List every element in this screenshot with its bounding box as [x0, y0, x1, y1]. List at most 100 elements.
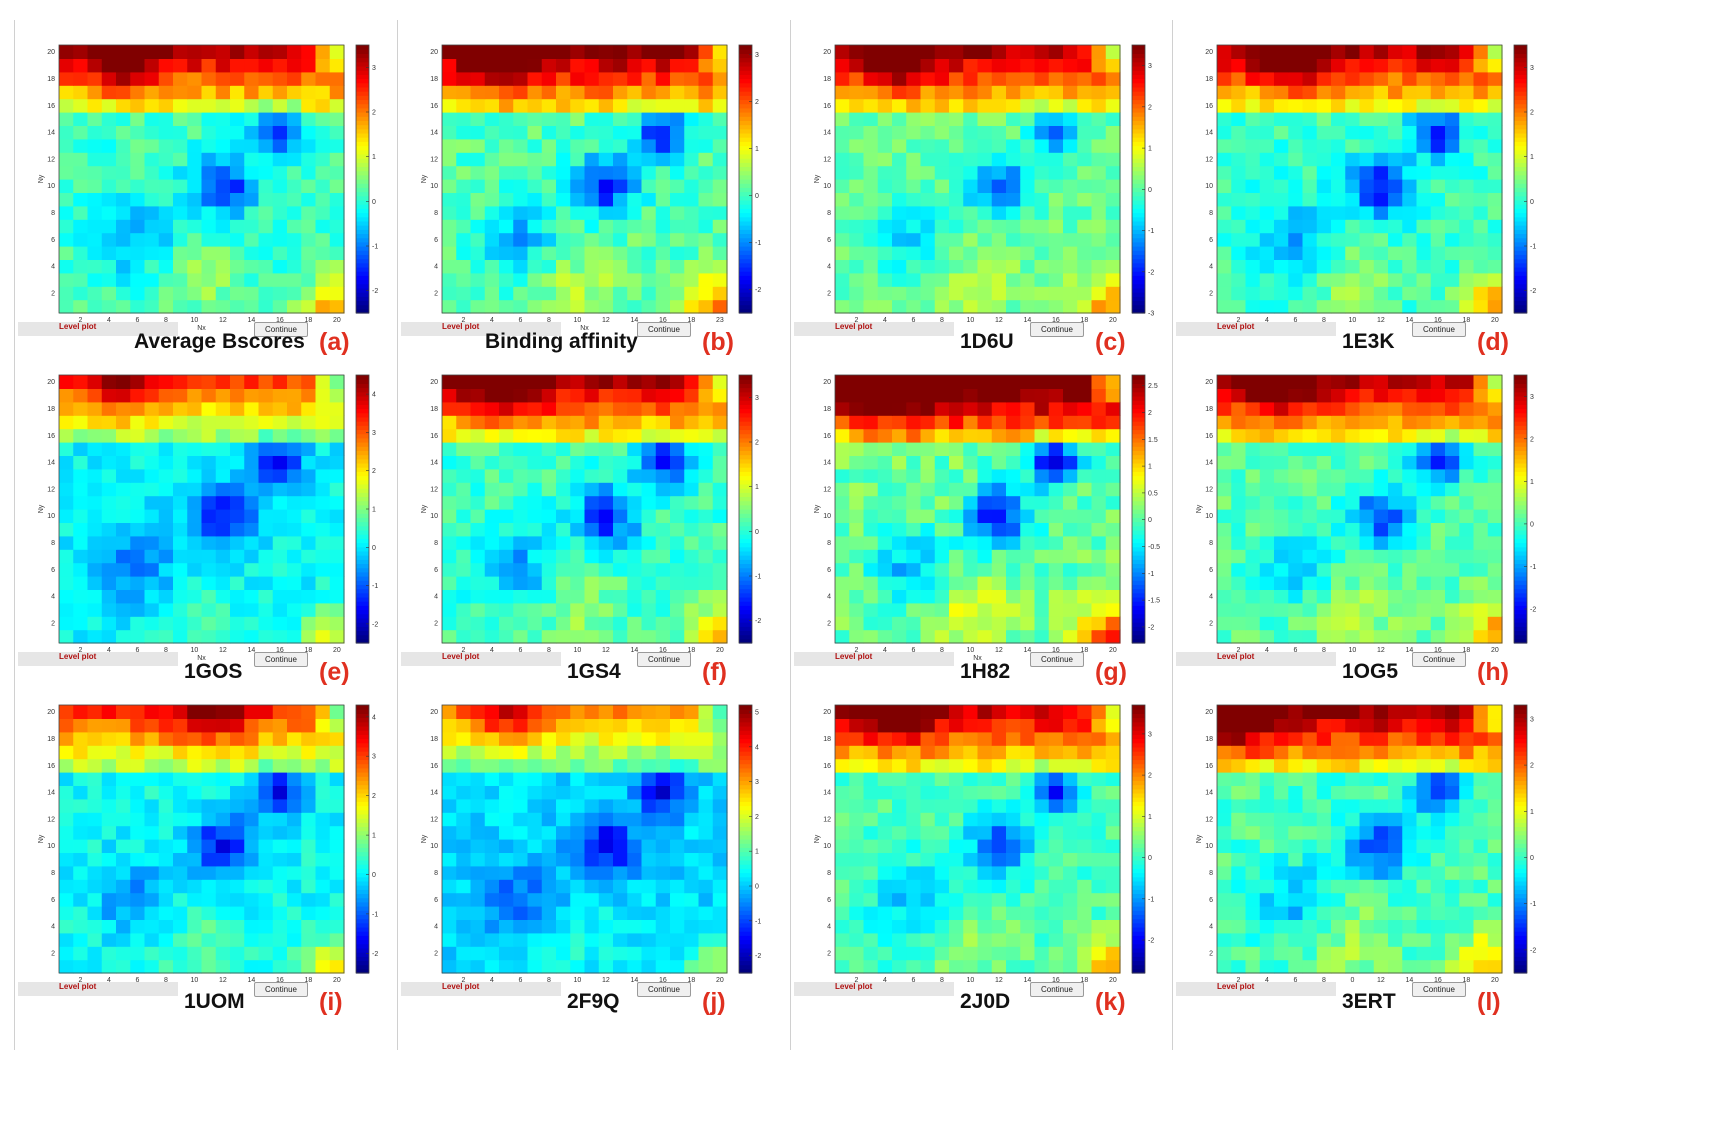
heatmap-cell — [301, 428, 317, 443]
continue-button[interactable]: Continue — [1030, 322, 1084, 337]
heatmap-cell — [584, 535, 600, 550]
heatmap-cell — [1359, 442, 1375, 456]
continue-button[interactable]: Continue — [254, 322, 308, 337]
heatmap-cell — [920, 259, 936, 274]
heatmap-cell — [1006, 428, 1021, 443]
heatmap-cell — [1063, 259, 1078, 274]
colorbar-segment — [1514, 132, 1527, 138]
heatmap-cell — [1077, 232, 1093, 247]
heatmap-cell — [556, 946, 571, 961]
continue-button[interactable]: Continue — [1412, 322, 1466, 337]
heatmap-cell — [584, 375, 600, 389]
heatmap-cell — [201, 179, 217, 193]
heatmap-cell — [272, 522, 288, 537]
heatmap-cell — [1316, 535, 1332, 550]
heatmap-cell — [287, 45, 302, 59]
heatmap-cell — [130, 535, 146, 550]
heatmap-cell — [329, 589, 345, 604]
heatmap-cell — [963, 179, 979, 193]
heatmap-cell — [1048, 71, 1064, 86]
heatmap-cell — [1034, 375, 1050, 389]
heatmap-cell — [641, 165, 657, 180]
continue-button[interactable]: Continue — [254, 652, 308, 667]
heatmap-cell — [499, 959, 514, 974]
heatmap-cell — [963, 522, 979, 537]
heatmap-cell — [484, 959, 500, 974]
heatmap-cell — [1217, 85, 1232, 100]
heatmap-cell — [1259, 549, 1275, 564]
heatmap-cell — [1316, 165, 1332, 180]
continue-button[interactable]: Continue — [637, 652, 691, 667]
y-axis-label: Ny — [38, 174, 45, 183]
heatmap-cell — [655, 535, 671, 550]
heatmap-cell — [963, 388, 979, 403]
heatmap-cell — [1231, 179, 1247, 193]
heatmap-cell — [456, 745, 472, 760]
heatmap-cell — [670, 946, 685, 961]
heatmap-cell — [1245, 495, 1261, 510]
colorbar-segment — [356, 931, 369, 936]
continue-button[interactable]: Continue — [1030, 652, 1084, 667]
heatmap-cell — [1217, 286, 1232, 301]
colorbar-segment — [1514, 45, 1527, 50]
heatmap-cell — [73, 45, 89, 59]
heatmap-cell — [1034, 246, 1050, 260]
continue-button[interactable]: Continue — [254, 982, 308, 997]
heatmap-cell — [934, 232, 950, 247]
heatmap-cell — [442, 892, 457, 907]
heatmap-cell — [230, 442, 245, 456]
y-tick-label: 8 — [51, 870, 55, 877]
heatmap-cell — [87, 58, 103, 73]
heatmap-cell — [272, 286, 288, 301]
heatmap-cell — [484, 428, 500, 443]
heatmap-cell — [130, 455, 146, 470]
heatmap-cell — [315, 959, 331, 974]
heatmap-cell — [598, 772, 614, 786]
heatmap-cell — [1402, 562, 1418, 577]
heatmap-cell — [641, 45, 657, 59]
heatmap-cell — [670, 415, 685, 430]
heatmap-cell — [230, 495, 245, 510]
continue-button[interactable]: Continue — [637, 322, 691, 337]
heatmap-cell — [1077, 219, 1093, 234]
heatmap-cell — [1077, 85, 1093, 100]
y-tick-label: 14 — [47, 460, 55, 467]
colorbar-segment — [356, 960, 369, 966]
heatmap-cell — [892, 179, 907, 193]
heatmap-cell — [684, 772, 700, 786]
colorbar-segment — [1132, 395, 1145, 401]
heatmap-cell — [215, 906, 231, 920]
continue-button[interactable]: Continue — [1412, 652, 1466, 667]
heatmap-cell — [201, 482, 217, 497]
heatmap-cell — [1445, 246, 1460, 260]
heatmap-cell — [991, 375, 1007, 389]
heatmap-cell — [215, 468, 231, 483]
x-tick-label: 4 — [490, 647, 494, 654]
heatmap-cell — [1388, 71, 1403, 86]
heatmap-cell — [584, 482, 600, 497]
heatmap-cell — [215, 286, 231, 301]
heatmap-cell — [87, 602, 103, 617]
heatmap-cell — [906, 442, 922, 456]
heatmap-cell — [527, 798, 543, 813]
y-tick-label: 16 — [1205, 433, 1213, 440]
heatmap-cell — [698, 98, 714, 113]
heatmap-cell — [116, 825, 131, 840]
heatmap-cell — [684, 865, 700, 880]
heatmap-cell — [116, 959, 131, 974]
heatmap-cell — [315, 772, 331, 786]
heatmap-cell — [513, 959, 529, 974]
x-tick-label: 6 — [518, 317, 522, 324]
colorbar-segment — [356, 834, 369, 840]
heatmap-cell — [892, 602, 907, 617]
heatmap-cell — [556, 495, 571, 510]
heatmap-cell — [87, 616, 103, 631]
heatmap-cell — [230, 589, 245, 604]
colorbar-segment — [1514, 488, 1527, 493]
colorbar-segment — [356, 956, 369, 962]
heatmap-cell — [1231, 616, 1247, 631]
colorbar-segment — [739, 416, 752, 422]
colorbar-segment — [356, 208, 369, 214]
heatmap-cell — [641, 286, 657, 301]
